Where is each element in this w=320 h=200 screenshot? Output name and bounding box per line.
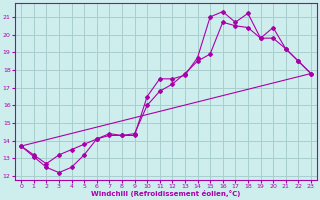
X-axis label: Windchill (Refroidissement éolien,°C): Windchill (Refroidissement éolien,°C) [91, 190, 241, 197]
